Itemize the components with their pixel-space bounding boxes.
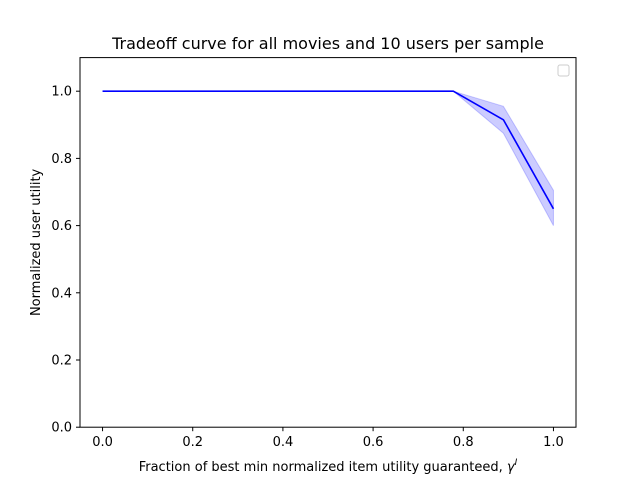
x-axis-label: Fraction of best min normalized item uti… xyxy=(139,458,518,475)
x-axis: 0.0 0.2 0.4 0.6 0.8 1.0 xyxy=(92,427,564,450)
x-axis-label-superscript: I xyxy=(515,458,518,468)
x-axis-label-symbol: γ xyxy=(507,460,516,475)
y-tick-label: 0.0 xyxy=(51,421,72,436)
x-tick-label: 0.6 xyxy=(363,435,384,450)
x-tick-label: 1.0 xyxy=(543,435,564,450)
series-0-confidence-band xyxy=(102,90,554,226)
y-tick-label: 0.8 xyxy=(51,152,72,167)
x-tick-label: 0.4 xyxy=(273,435,294,450)
x-axis-label-text: Fraction of best min normalized item uti… xyxy=(139,460,503,475)
y-tick-label: 0.2 xyxy=(51,354,72,369)
series-0-line xyxy=(102,90,555,210)
y-tick-label: 0.6 xyxy=(51,219,72,234)
y-tick-label: 0.4 xyxy=(51,286,72,301)
y-tick-label: 1.0 xyxy=(51,85,72,100)
x-tick-label: 0.8 xyxy=(453,435,474,450)
y-axis-label: Normalized user utility xyxy=(29,168,44,316)
chart-title: Tradeoff curve for all movies and 10 use… xyxy=(111,34,544,53)
x-tick-label: 0.0 xyxy=(92,435,113,450)
y-axis: 0.0 0.2 0.4 0.6 0.8 1.0 xyxy=(51,85,80,436)
legend-box xyxy=(557,64,570,77)
x-tick-label: 0.2 xyxy=(182,435,203,450)
plot-area xyxy=(102,90,555,226)
plot-frame xyxy=(79,57,577,428)
